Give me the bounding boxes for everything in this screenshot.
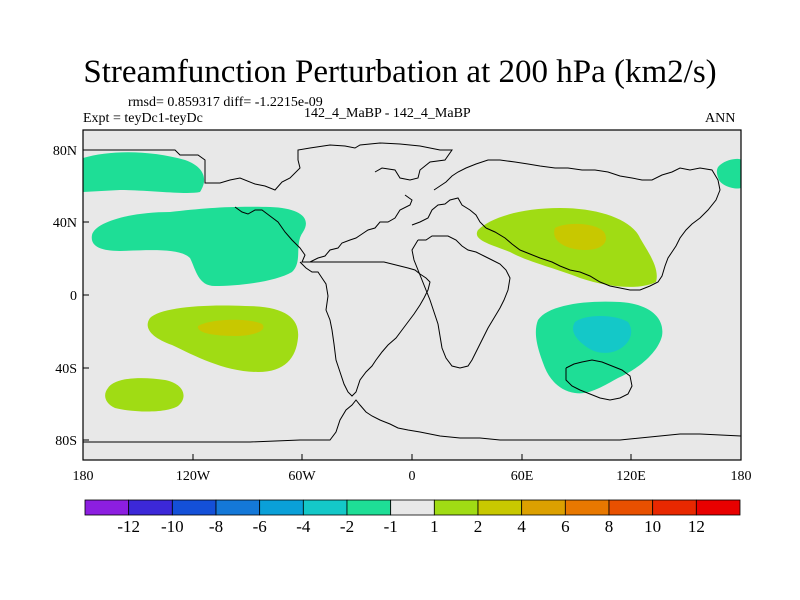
y-tick-labels: 80N 40N 0 40S 80S bbox=[53, 144, 77, 449]
contour-positive-north-atlantic-core bbox=[554, 223, 606, 250]
colorbar-swatch bbox=[608, 499, 654, 516]
colorbar-label: 2 bbox=[474, 517, 483, 536]
axis-ticks bbox=[82, 149, 742, 460]
coastline-north-america bbox=[234, 194, 413, 263]
contour-positive-north-atlantic bbox=[476, 208, 657, 287]
contour-negative-pacific bbox=[91, 206, 306, 286]
colorbar-swatch bbox=[564, 499, 610, 516]
case-label: 142_4_MaBP - 142_4_MaBP bbox=[304, 106, 471, 121]
y-tick-label: 0 bbox=[70, 289, 77, 304]
colorbar-label: -8 bbox=[209, 517, 223, 536]
colorbar-label: -12 bbox=[117, 517, 140, 536]
y-tick-label: 80N bbox=[53, 144, 77, 159]
plot-title: Streamfunction Perturbation at 200 hPa (… bbox=[83, 54, 717, 90]
colorbar-swatch bbox=[259, 499, 304, 516]
contour-positive-south-pacific-small bbox=[105, 378, 184, 412]
colorbar-swatch bbox=[477, 499, 523, 516]
colorbar-swatch bbox=[215, 499, 261, 516]
contour-negative-arctic-pacific bbox=[83, 152, 205, 193]
x-tick-label: 120W bbox=[176, 469, 211, 484]
colorbar-label: -2 bbox=[340, 517, 354, 536]
contour-negative-indian-ocean-core bbox=[573, 316, 632, 353]
colorbar-label: -4 bbox=[296, 517, 311, 536]
colorbar bbox=[84, 499, 741, 516]
y-tick-label: 80S bbox=[55, 434, 77, 449]
colorbar-label: -6 bbox=[253, 517, 267, 536]
colorbar-swatch bbox=[346, 499, 392, 516]
coastline-south-america bbox=[299, 261, 431, 397]
coastline-europe bbox=[411, 197, 487, 229]
y-tick-label: 40N bbox=[53, 216, 77, 231]
coastline-australia bbox=[565, 359, 633, 401]
contour-negative-arctic-east bbox=[716, 158, 741, 189]
colorbar-label: 12 bbox=[688, 517, 705, 536]
x-tick-label: 60W bbox=[288, 469, 316, 484]
colorbar-swatch bbox=[302, 499, 348, 516]
y-tick-label: 40S bbox=[55, 362, 77, 377]
coastline-africa bbox=[411, 235, 511, 369]
coastline-antarctica bbox=[83, 399, 741, 443]
coastlines bbox=[83, 142, 741, 443]
x-tick-label: 120E bbox=[616, 469, 646, 484]
colorbar-label: -1 bbox=[384, 517, 398, 536]
colorbar-swatch bbox=[84, 499, 130, 516]
colorbar-swatch bbox=[171, 499, 217, 516]
colorbar-label: 10 bbox=[644, 517, 661, 536]
contour-positive-south-pacific bbox=[147, 305, 299, 372]
colorbar-label: 6 bbox=[561, 517, 570, 536]
coastline-arctic bbox=[83, 142, 453, 191]
colorbar-swatch bbox=[695, 499, 741, 516]
experiment-label: Expt = teyDc1-teyDc bbox=[83, 111, 203, 126]
x-tick-labels: 180 120W 60W 0 60E 120E 180 bbox=[73, 469, 752, 484]
colorbar-swatch bbox=[390, 499, 435, 516]
colorbar-label: 4 bbox=[517, 517, 526, 536]
colorbar-label: 8 bbox=[605, 517, 614, 536]
colorbar-swatch bbox=[433, 499, 479, 516]
contour-positive-south-pacific-core bbox=[197, 319, 264, 336]
stats-label: rmsd= 0.859317 diff= -1.2215e-09 bbox=[128, 95, 323, 110]
x-tick-label: 180 bbox=[73, 469, 94, 484]
contour-fields bbox=[83, 152, 741, 412]
colorbar-swatch bbox=[521, 499, 566, 516]
colorbar-labels: -12 -10 -8 -6 -4 -2 -1 1 2 4 6 8 10 12 bbox=[117, 517, 705, 536]
colorbar-label: -10 bbox=[161, 517, 184, 536]
coastline-asia bbox=[433, 159, 721, 291]
x-tick-label: 180 bbox=[731, 469, 752, 484]
x-tick-label: 0 bbox=[409, 469, 416, 484]
colorbar-swatch bbox=[128, 499, 173, 516]
colorbar-swatch bbox=[652, 499, 697, 516]
x-tick-label: 60E bbox=[511, 469, 534, 484]
colorbar-label: 1 bbox=[430, 517, 439, 536]
season-label: ANN bbox=[705, 111, 736, 126]
